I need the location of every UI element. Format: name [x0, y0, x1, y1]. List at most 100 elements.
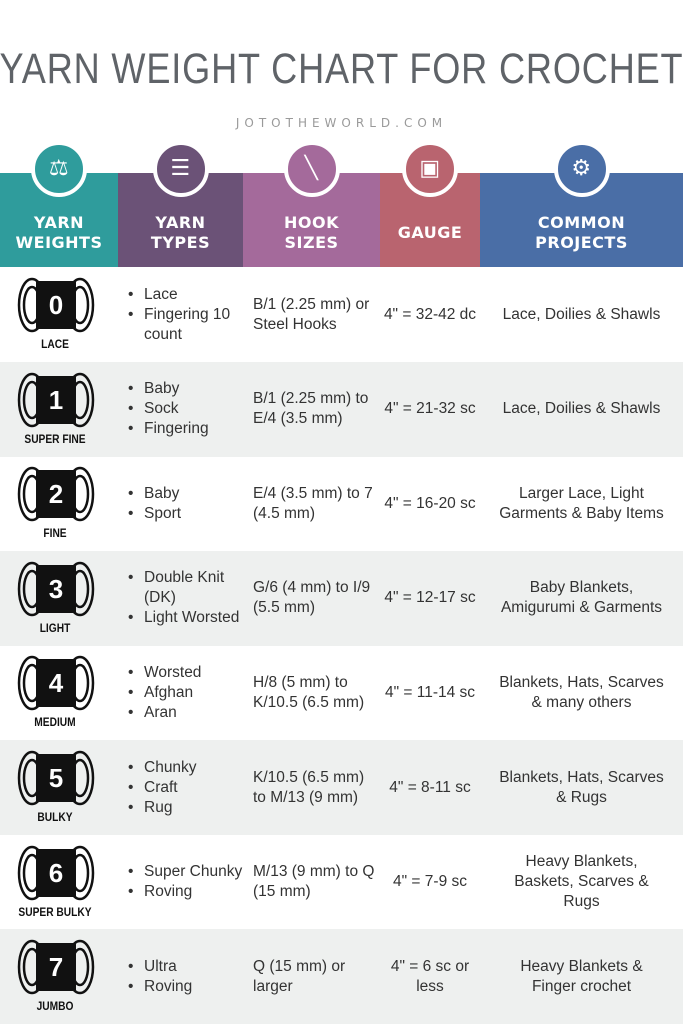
- gauge: 4" = 12-17 sc: [384, 589, 476, 607]
- hook-size: G/6 (4 mm) to I/9 (5.5 mm): [253, 579, 371, 617]
- dumbbell-icon: ⚖: [31, 141, 87, 197]
- header-label: COMMON PROJECTS: [535, 213, 628, 252]
- weight-cell: 5 BULKY: [0, 740, 118, 835]
- hook-size: B/1 (2.25 mm) or Steel Hooks: [253, 295, 370, 333]
- table-row: 6 SUPER BULKY Super ChunkyRoving M/13 (9…: [0, 835, 683, 930]
- yarn-skein-icon: 4: [17, 655, 95, 711]
- hook-size: M/13 (9 mm) to Q (15 mm): [253, 863, 375, 901]
- weight-cell: 1 SUPER FINE: [0, 362, 118, 457]
- yarn-type-item: Ultra: [128, 957, 243, 977]
- table-header: ⚖ YARN WEIGHTS ☰ YARN TYPES ╲ HOOK SIZES ▣ GAUG…: [0, 141, 683, 267]
- table-row: 1 SUPER FINE BabySockFingering B/1 (2.25…: [0, 361, 683, 457]
- table-row: 7 JUMBO UltraRoving Q (15 mm) or larger …: [0, 929, 683, 1024]
- common-projects: Heavy Blankets & Finger crochet: [520, 957, 643, 995]
- gauge: 4" = 6 sc or less: [390, 957, 470, 995]
- weight-label: SUPER FINE: [24, 431, 86, 446]
- gauge: 4" = 32-42 dc: [383, 305, 477, 323]
- page-title: YARN WEIGHT CHART FOR CROCHET: [0, 45, 683, 93]
- types-cell: UltraRoving: [118, 957, 243, 997]
- weight-cell: 0 LACE: [0, 267, 118, 362]
- weight-number: 4: [48, 668, 64, 699]
- weight-label: MEDIUM: [34, 715, 76, 730]
- weight-label: SUPER BULKY: [18, 904, 92, 919]
- yarn-skein-icon: 5: [17, 750, 95, 806]
- yarn-type-item: Craft: [128, 778, 243, 798]
- yarn-type-item: Worsted: [128, 663, 243, 683]
- weight-number: 6: [48, 857, 64, 888]
- types-cell: LaceFingering 10 count: [118, 285, 243, 345]
- hook-size: H/8 (5 mm) to K/10.5 (6.5 mm): [253, 673, 365, 711]
- hook-size: Q (15 mm) or larger: [253, 957, 346, 995]
- common-projects: Heavy Blankets, Baskets, Scarves & Rugs: [514, 853, 649, 911]
- types-cell: WorstedAfghanAran: [118, 663, 243, 723]
- yarn-type-item: Aran: [128, 703, 243, 723]
- header-label: HOOK SIZES: [284, 213, 339, 252]
- yarn-type-item: Light Worsted: [128, 608, 243, 628]
- hook-size: B/1 (2.25 mm) to E/4 (3.5 mm): [253, 390, 369, 428]
- yarn-type-item: Sock: [128, 399, 243, 419]
- weight-label: FINE: [43, 526, 67, 541]
- gauge: 4" = 7-9 sc: [393, 873, 467, 891]
- weight-number: 1: [48, 384, 64, 415]
- weight-number: 2: [48, 479, 64, 510]
- gauge: 4" = 8-11 sc: [389, 778, 471, 796]
- header-0: ⚖ YARN WEIGHTS: [0, 141, 118, 267]
- yarn-type-item: Fingering 10 count: [128, 305, 243, 345]
- weight-number: 7: [48, 952, 64, 983]
- lightbulb-gear-icon: ⚙: [553, 141, 610, 197]
- table-row: 5 BULKY ChunkyCraftRug K/10.5 (6.5 mm) t…: [0, 740, 683, 835]
- yarn-type-item: Lace: [128, 285, 243, 305]
- header-4: ⚙ COMMON PROJECTS: [480, 141, 683, 267]
- yarn-skein-icon: 7: [17, 939, 95, 995]
- crochet-hook-icon: ╲: [283, 141, 340, 197]
- list-icon: ☰: [152, 141, 209, 197]
- common-projects: Blankets, Hats, Scarves & Rugs: [499, 768, 664, 806]
- header-3: ▣ GAUGE: [380, 141, 480, 267]
- weight-number: 0: [48, 290, 64, 320]
- yarn-skein-icon: 1: [17, 372, 95, 428]
- yarn-skein-icon: 0: [17, 277, 95, 333]
- weight-label: JUMBO: [36, 999, 74, 1014]
- yarn-table: 0 LACE LaceFingering 10 count B/1 (2.25 …: [0, 267, 683, 1024]
- gauge: 4" = 16-20 sc: [384, 494, 476, 512]
- yarn-type-item: Afghan: [128, 683, 243, 703]
- yarn-type-item: Super Chunky: [128, 862, 243, 882]
- weight-label: BULKY: [37, 810, 73, 824]
- gauge-square-icon: ▣: [402, 141, 458, 197]
- weight-cell: 6 SUPER BULKY: [0, 835, 118, 930]
- yarn-type-item: Double Knit (DK): [128, 568, 243, 608]
- yarn-type-item: Chunky: [128, 758, 243, 778]
- types-cell: BabySport: [118, 484, 243, 524]
- weight-label: LIGHT: [39, 620, 71, 635]
- header-label: YARN TYPES: [150, 213, 211, 252]
- yarn-type-item: Roving: [128, 977, 243, 997]
- weight-cell: 7 JUMBO: [0, 929, 118, 1024]
- types-cell: ChunkyCraftRug: [118, 758, 243, 818]
- weight-label: LACE: [41, 337, 69, 351]
- gauge: 4" = 21-32 sc: [384, 400, 476, 418]
- header-label: YARN WEIGHTS: [15, 213, 103, 252]
- hook-size: K/10.5 (6.5 mm) to M/13 (9 mm): [253, 768, 365, 806]
- common-projects: Baby Blankets, Amigurumi & Garments: [500, 579, 663, 617]
- table-row: 3 LIGHT Double Knit (DK)Light Worsted G/…: [0, 550, 683, 646]
- yarn-type-item: Baby: [128, 379, 243, 399]
- types-cell: Double Knit (DK)Light Worsted: [118, 568, 243, 628]
- common-projects: Blankets, Hats, Scarves & many others: [499, 673, 664, 711]
- header-label: GAUGE: [397, 223, 463, 242]
- table-row: 4 MEDIUM WorstedAfghanAran H/8 (5 mm) to…: [0, 645, 683, 740]
- yarn-type-item: Sport: [128, 504, 243, 524]
- hook-size: E/4 (3.5 mm) to 7 (4.5 mm): [253, 484, 373, 522]
- types-cell: BabySockFingering: [118, 379, 243, 439]
- weight-cell: 2 FINE: [0, 456, 118, 551]
- weight-number: 3: [48, 573, 64, 604]
- website-credit: JOTOTHEWORLD.COM: [235, 116, 448, 130]
- yarn-type-item: Baby: [128, 484, 243, 504]
- yarn-skein-icon: 3: [17, 561, 95, 617]
- yarn-skein-icon: 6: [17, 845, 95, 901]
- weight-cell: 3 LIGHT: [0, 551, 118, 646]
- weight-cell: 4 MEDIUM: [0, 645, 118, 740]
- common-projects: Larger Lace, Light Garments & Baby Items: [499, 484, 664, 522]
- yarn-type-item: Fingering: [128, 419, 243, 439]
- common-projects: Lace, Doilies & Shawls: [502, 400, 661, 418]
- table-row: 0 LACE LaceFingering 10 count B/1 (2.25 …: [0, 267, 683, 362]
